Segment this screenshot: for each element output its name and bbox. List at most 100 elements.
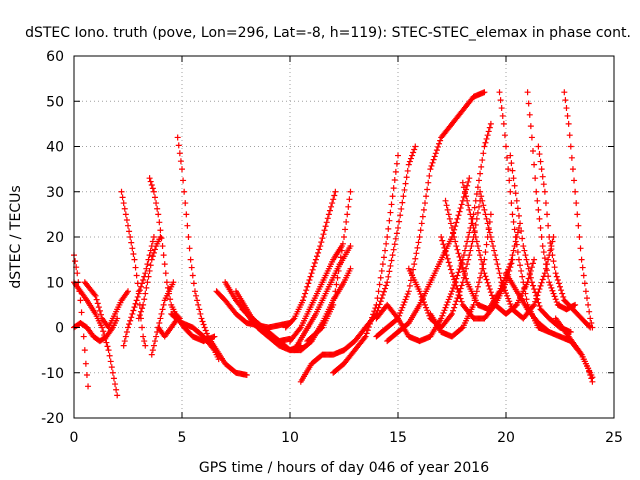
plus-marker [167,296,174,303]
chart-title: dSTEC Iono. truth (pove, Lon=296, Lat=-8… [25,25,631,41]
plus-marker [530,303,536,310]
plus-marker [481,206,488,213]
plus-marker [458,261,465,268]
plus-marker [449,224,455,231]
plus-marker [545,273,552,280]
plus-marker [449,288,455,295]
plus-marker [551,264,558,271]
plus-marker [526,270,533,277]
plus-marker [512,302,519,309]
plus-marker [389,193,396,200]
plus-marker [466,229,473,236]
plus-marker [376,281,383,288]
plus-marker [464,197,471,204]
plus-marker [423,304,430,311]
plus-marker [538,166,545,173]
plus-marker [478,256,485,263]
plus-marker [508,256,515,263]
plus-marker [551,293,558,300]
plus-marker [400,193,407,200]
plus-marker [463,243,470,250]
data-series [496,89,553,336]
plus-marker [299,297,306,304]
plus-marker [430,156,437,163]
plus-marker [477,170,484,177]
plus-marker [347,188,354,195]
plus-marker [315,249,322,256]
plus-marker [456,292,463,299]
plus-marker [471,204,478,211]
plus-marker [149,185,156,192]
plus-marker [495,265,502,272]
plus-marker [383,240,390,247]
plus-marker [537,224,544,231]
plus-marker [331,192,338,199]
plus-marker [537,158,544,165]
plus-marker [190,280,197,287]
plus-marker [147,262,154,269]
plus-marker [427,166,434,173]
plus-marker [396,218,403,225]
plus-marker [92,292,99,299]
plus-marker [120,342,127,349]
plus-marker [468,243,475,250]
plus-marker [108,364,115,371]
plus-marker [122,211,129,218]
x-tick-labels: 0 5 10 15 20 25 [70,430,623,446]
plus-marker [393,160,400,167]
plus-marker [533,188,540,195]
plus-marker [210,345,217,352]
plus-marker [423,193,430,200]
plus-marker [387,209,394,216]
plus-marker [150,234,157,240]
plus-marker [378,267,385,274]
x-tick-label: 0 [70,430,79,446]
plus-marker [119,194,126,201]
plus-marker [477,274,484,281]
plus-marker [480,150,487,157]
x-tick-label: 15 [389,430,407,446]
plus-marker [492,252,499,259]
plus-marker [162,270,169,277]
plus-marker [114,392,121,399]
plus-marker [524,261,531,268]
plus-marker [481,143,488,150]
plus-marker [148,351,155,358]
plus-marker [479,157,486,164]
plus-marker [130,307,137,314]
plus-marker [536,215,543,222]
plus-marker [404,167,411,174]
plus-marker [142,290,149,297]
plus-marker [181,188,188,195]
plus-marker [399,199,406,206]
plus-marker [510,218,517,225]
plus-marker [436,140,443,147]
plus-marker [137,308,144,315]
plus-marker [560,293,567,300]
plus-marker [339,240,346,247]
plus-marker [163,279,170,286]
x-tick-label: 10 [281,430,299,446]
plus-marker [500,284,507,291]
plus-marker [557,283,563,290]
plus-marker [452,238,459,245]
plus-marker [464,182,471,189]
plus-marker [476,203,482,210]
plus-marker [443,252,450,259]
plus-marker [482,211,489,218]
plus-marker [588,319,595,326]
plus-marker [534,197,541,204]
plus-marker [395,152,401,159]
plus-marker [121,205,128,212]
plus-marker [98,311,104,318]
plus-marker [510,247,517,254]
plus-marker [402,180,409,187]
plus-marker [522,290,529,297]
plus-marker [445,296,452,303]
plus-marker [303,287,310,294]
plus-marker [538,234,545,240]
plus-marker [572,188,579,195]
plus-marker [199,318,206,325]
plus-marker [504,154,511,161]
plus-marker [473,191,480,198]
